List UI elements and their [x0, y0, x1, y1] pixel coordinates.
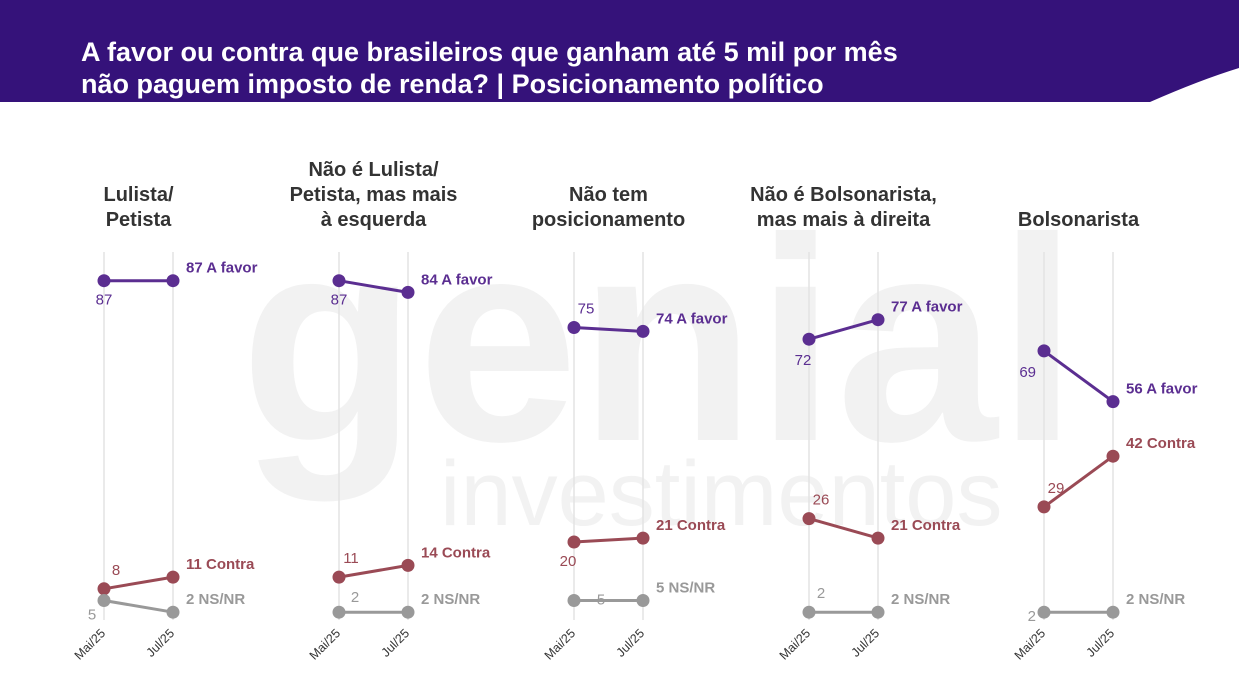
panel-2-xtick-2: Jul/25 — [379, 626, 413, 660]
panel-2-title-line-3: à esquerda — [321, 209, 427, 231]
panel-1-title-line-1: Lulista/ — [103, 184, 173, 206]
panel-4-a-favor-end-label: 77 A favor — [891, 299, 963, 316]
panel-5-title-line-1: Bolsonarista — [1018, 209, 1140, 231]
panel-1-a-favor-end-label: 87 A favor — [186, 260, 258, 277]
panel-2-a-favor-point-1 — [332, 274, 346, 288]
panel-2-contra-point-2 — [401, 558, 415, 572]
panel-3-a-favor-start-label: 75 — [578, 301, 595, 318]
panel-2-contra-line — [338, 563, 409, 579]
panel-1-ns-nr-end-label: 2 NS/NR — [186, 591, 245, 608]
panel-2-ns-nr-point-2 — [401, 605, 415, 619]
panel-1-xtick-2: Jul/25 — [144, 626, 178, 660]
panel-5-contra-line — [1043, 454, 1114, 509]
panel-4-contra-point-1 — [802, 512, 816, 526]
panel-4-a-favor-point-2 — [871, 313, 885, 327]
panel-4-title-line-1: Não é Bolsonarista, — [750, 184, 937, 206]
panel-2-contra-start-label: 11 — [343, 550, 359, 567]
panel-1-contra-start-label: 8 — [112, 562, 120, 579]
panel-5-contra-end-label: 42 Contra — [1126, 435, 1196, 452]
panel-2-contra-end-label: 14 Contra — [421, 544, 491, 561]
panel-4-contra-end-label: 21 Contra — [891, 517, 961, 534]
panel-3-a-favor-end-label: 74 A favor — [656, 310, 728, 327]
panel-5-a-favor-point-2 — [1106, 395, 1120, 409]
panel-1-contra-end-label: 11 Contra — [186, 556, 255, 573]
panel-3-contra-end-label: 21 Contra — [656, 517, 726, 534]
panel-5-ns-nr-point-2 — [1106, 605, 1120, 619]
chart-title-line-1: A favor ou contra que brasileiros que ga… — [81, 37, 898, 67]
panel-4-ns-nr-point-2 — [871, 605, 885, 619]
panel-2-title-line-1: Não é Lulista/ — [308, 159, 438, 181]
panel-2-a-favor-start-label: 87 — [331, 292, 348, 309]
panel-4-contra-point-2 — [871, 531, 885, 545]
panel-4-ns-nr-end-label: 2 NS/NR — [891, 591, 950, 608]
panel-3-xtick-1: Mai/25 — [542, 626, 578, 662]
panel-4-ns-nr-point-1 — [802, 605, 816, 619]
panel-1-ns-nr-point-2 — [166, 605, 180, 619]
panel-4-xtick-2: Jul/25 — [849, 626, 883, 660]
panel-5-xtick-2: Jul/25 — [1084, 626, 1118, 660]
panel-3-a-favor-line — [573, 326, 644, 333]
panel-2-a-favor-point-2 — [401, 285, 415, 299]
panel-4-a-favor-point-1 — [802, 332, 816, 346]
panel-3-a-favor-point-1 — [567, 321, 581, 334]
panel-1-xtick-1: Mai/25 — [72, 626, 108, 662]
panel-5-a-favor-point-1 — [1037, 344, 1051, 358]
panel-4-a-favor-line — [808, 318, 879, 341]
panel-5-ns-nr-start-label: 2 — [1028, 608, 1036, 625]
panel-2-a-favor-end-label: 84 A favor — [421, 271, 493, 288]
panel-1-ns-nr-line — [103, 599, 174, 614]
panel-3-contra-point-1 — [567, 535, 581, 549]
panel-4-ns-nr-start-label: 2 — [817, 585, 825, 602]
panel-1-ns-nr-point-1 — [97, 594, 111, 607]
panel-5-contra-point-1 — [1037, 500, 1051, 514]
panel-3-xtick-2: Jul/25 — [614, 626, 648, 660]
panel-3-contra-line — [573, 536, 644, 544]
panel-5-a-favor-line — [1043, 349, 1114, 403]
panel-3-ns-nr-start-label: 5 — [597, 592, 605, 609]
panel-2-title-line-2: Petista, mas mais — [290, 184, 458, 206]
panel-3-ns-nr-point-2 — [636, 594, 650, 607]
panel-3-ns-nr-point-1 — [567, 594, 581, 607]
chart-title: A favor ou contra que brasileiros que ga… — [81, 36, 1081, 100]
panel-2-a-favor-line — [338, 279, 409, 294]
panel-1-a-favor-point-1 — [97, 274, 111, 288]
panel-3-contra-point-2 — [636, 531, 650, 545]
panel-2-contra-point-1 — [332, 570, 346, 584]
header-banner — [0, 0, 1239, 102]
panel-1-ns-nr-start-label: 5 — [88, 607, 96, 624]
panel-3-a-favor-point-2 — [636, 324, 650, 338]
panel-2-ns-nr-point-1 — [332, 605, 346, 619]
panel-1-contra-line — [103, 575, 174, 591]
panel-2-ns-nr-start-label: 2 — [351, 589, 359, 606]
panel-4-a-favor-start-label: 72 — [795, 352, 812, 369]
panel-1-a-favor-point-2 — [166, 274, 180, 288]
panel-4-contra-start-label: 26 — [813, 492, 830, 509]
panel-1-contra-point-1 — [97, 582, 111, 596]
panel-1-a-favor-start-label: 87 — [96, 292, 113, 309]
chart-title-line-2: não paguem imposto de renda? | Posiciona… — [81, 69, 824, 99]
panel-5-xtick-1: Mai/25 — [1012, 626, 1048, 662]
panel-5-a-favor-end-label: 56 A favor — [1126, 381, 1198, 398]
panel-5-contra-point-2 — [1106, 449, 1120, 463]
watermark-sub: investimentos — [440, 443, 1002, 545]
panel-1-contra-point-2 — [166, 570, 180, 584]
watermark-brand: genial — [240, 178, 1078, 503]
panel-2-ns-nr-end-label: 2 NS/NR — [421, 591, 480, 608]
panel-5-ns-nr-point-1 — [1037, 605, 1051, 619]
panel-3-contra-start-label: 20 — [560, 553, 577, 570]
panel-5-a-favor-start-label: 69 — [1019, 364, 1036, 381]
panel-4-xtick-1: Mai/25 — [777, 626, 813, 662]
panel-4-contra-line — [808, 517, 879, 540]
panel-5-ns-nr-end-label: 2 NS/NR — [1126, 591, 1185, 608]
panel-4-title-line-2: mas mais à direita — [757, 209, 931, 231]
panel-1-title-line-2: Petista — [106, 209, 172, 231]
panel-2-xtick-1: Mai/25 — [307, 626, 343, 662]
panel-3-title-line-2: posicionamento — [532, 209, 685, 231]
panel-3-title-line-1: Não tem — [569, 184, 648, 206]
panel-5-contra-start-label: 29 — [1048, 480, 1065, 497]
panel-3-ns-nr-end-label: 5 NS/NR — [656, 580, 715, 597]
